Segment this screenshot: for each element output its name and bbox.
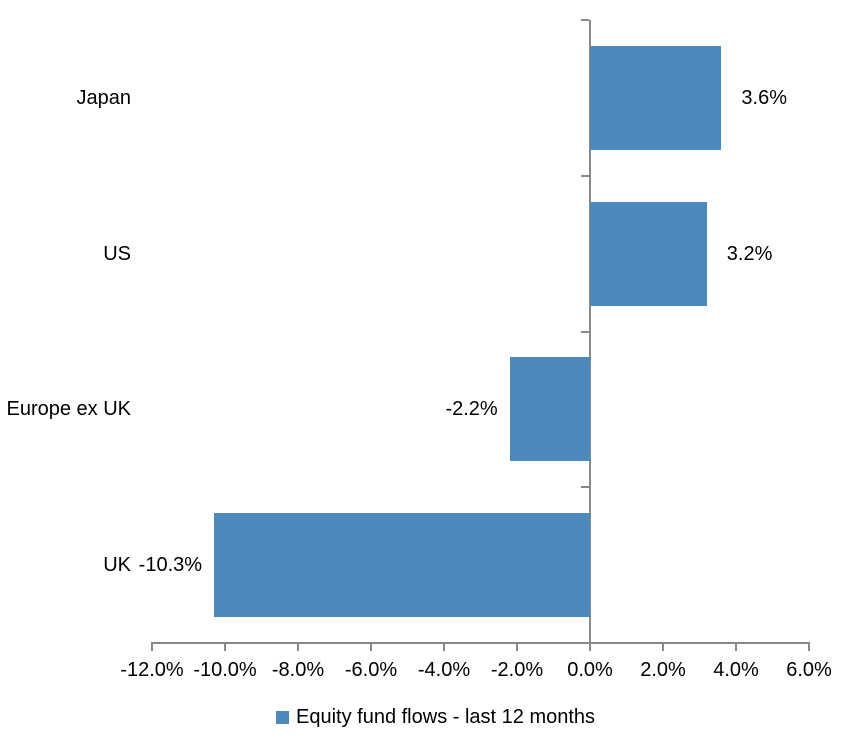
y-axis-tick: [581, 486, 589, 489]
legend-label: Equity fund flows - last 12 months: [296, 706, 596, 728]
y-axis-tick: [581, 174, 589, 177]
x-tick-label-3: -6.0%: [344, 659, 398, 681]
x-axis-tick: [808, 644, 810, 651]
x-tick-label-9: 6.0%: [786, 659, 832, 681]
x-axis-tick: [516, 644, 518, 651]
x-axis-tick: [589, 644, 591, 651]
x-axis-tick: [662, 644, 664, 651]
x-tick-label-2: -8.0%: [271, 659, 325, 681]
category-label-uk: UK: [103, 554, 131, 577]
bar-japan: [590, 45, 722, 150]
x-tick-label-6: 0.0%: [567, 659, 613, 681]
x-axis-tick: [297, 644, 299, 651]
x-axis-line: [151, 642, 810, 644]
x-axis-tick: [224, 644, 226, 651]
bar-us: [590, 201, 707, 306]
value-label-europe-ex-uk: -2.2%: [445, 398, 498, 421]
category-label-us: US: [103, 242, 131, 265]
y-axis-tick: [581, 330, 589, 333]
y-axis-tick: [581, 19, 589, 21]
x-tick-label-5: -2.0%: [490, 659, 544, 681]
x-axis-tick: [735, 644, 737, 651]
legend-swatch: [276, 710, 289, 724]
y-axis-line: [589, 20, 591, 645]
category-label-europe-ex-uk: Europe ex UK: [6, 398, 131, 421]
bar-europe-ex-uk: [509, 357, 590, 462]
value-label-uk: -10.3%: [138, 554, 203, 577]
x-tick-label-8: 4.0%: [713, 659, 759, 681]
x-tick-label-1: -10.0%: [193, 659, 257, 681]
x-tick-label-0: -12.0%: [120, 659, 184, 681]
category-label-japan: Japan: [76, 86, 132, 109]
value-label-japan: 3.6%: [741, 86, 787, 109]
x-tick-label-4: -4.0%: [417, 659, 471, 681]
x-axis-tick: [370, 644, 372, 651]
x-tick-label-7: 2.0%: [640, 659, 686, 681]
legend: Equity fund flows - last 12 months: [276, 705, 595, 729]
x-axis-tick: [443, 644, 445, 651]
x-axis-tick: [151, 644, 153, 651]
value-label-us: 3.2%: [726, 242, 773, 265]
bar-uk: [214, 513, 590, 618]
y-axis-tick: [581, 642, 589, 644]
